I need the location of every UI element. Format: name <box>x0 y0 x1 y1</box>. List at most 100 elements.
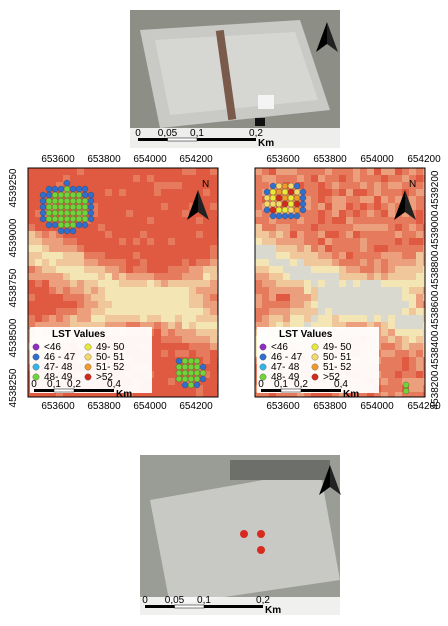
raster-cell <box>175 252 182 259</box>
y-tick-label: 4538250 <box>8 368 19 407</box>
raster-cell <box>168 364 175 371</box>
raster-cell <box>339 266 346 273</box>
raster-cell <box>339 175 346 182</box>
raster-cell <box>367 231 374 238</box>
raster-cell <box>353 266 360 273</box>
raster-cell <box>126 301 133 308</box>
raster-cell <box>49 315 56 322</box>
raster-cell <box>353 238 360 245</box>
raster-cell <box>147 252 154 259</box>
raster-cell <box>416 329 423 336</box>
raster-cell <box>325 315 332 322</box>
sample-point <box>276 183 282 189</box>
raster-cell <box>276 168 283 175</box>
raster-cell <box>332 308 339 315</box>
raster-cell <box>395 266 402 273</box>
raster-cell <box>346 315 353 322</box>
legend-swatch <box>312 344 318 350</box>
raster-cell <box>154 224 161 231</box>
raster-cell <box>105 182 112 189</box>
raster-cell <box>210 287 217 294</box>
raster-cell <box>91 308 98 315</box>
raster-cell <box>395 308 402 315</box>
raster-cell <box>91 238 98 245</box>
raster-cell <box>175 329 182 336</box>
raster-cell <box>283 252 290 259</box>
raster-cell <box>119 280 126 287</box>
raster-cell <box>332 301 339 308</box>
raster-cell <box>196 224 203 231</box>
raster-cell <box>374 315 381 322</box>
raster-cell <box>381 294 388 301</box>
raster-cell <box>360 252 367 259</box>
raster-cell <box>98 196 105 203</box>
raster-cell <box>175 196 182 203</box>
raster-cell <box>262 252 269 259</box>
raster-cell <box>168 378 175 385</box>
sample-point <box>82 216 88 222</box>
y-tick-label: 4538800 <box>430 250 441 289</box>
raster-cell <box>381 364 388 371</box>
raster-cell <box>105 203 112 210</box>
raster-cell <box>290 308 297 315</box>
raster-cell <box>147 182 154 189</box>
raster-cell <box>395 301 402 308</box>
raster-cell <box>311 203 318 210</box>
raster-cell <box>395 329 402 336</box>
raster-cell <box>175 343 182 350</box>
sample-point <box>188 358 194 364</box>
sample-point <box>76 204 82 210</box>
raster-cell <box>318 168 325 175</box>
raster-cell <box>98 231 105 238</box>
raster-cell <box>381 259 388 266</box>
raster-cell <box>154 245 161 252</box>
scale-label: 0,2 <box>294 379 308 390</box>
raster-cell <box>161 210 168 217</box>
raster-cell <box>49 294 56 301</box>
raster-cell <box>210 392 217 397</box>
raster-cell <box>112 189 119 196</box>
raster-cell <box>63 273 70 280</box>
raster-cell <box>112 168 119 175</box>
raster-cell <box>91 231 98 238</box>
raster-cell <box>196 259 203 266</box>
raster-cell <box>168 315 175 322</box>
raster-cell <box>269 287 276 294</box>
raster-cell <box>133 245 140 252</box>
raster-cell <box>339 273 346 280</box>
raster-cell <box>161 245 168 252</box>
sample-point <box>70 198 76 204</box>
raster-cell <box>154 273 161 280</box>
raster-cell <box>182 280 189 287</box>
raster-cell <box>154 357 161 364</box>
raster-cell <box>367 224 374 231</box>
raster-cell <box>126 182 133 189</box>
raster-cell <box>35 175 42 182</box>
raster-cell <box>140 252 147 259</box>
sample-point <box>88 216 94 222</box>
raster-cell <box>182 245 189 252</box>
y-tick-label: 4538400 <box>430 330 441 369</box>
raster-cell <box>140 259 147 266</box>
sample-point <box>46 222 52 228</box>
raster-cell <box>269 315 276 322</box>
sample-point <box>52 210 58 216</box>
raster-cell <box>182 273 189 280</box>
raster-cell <box>112 294 119 301</box>
raster-cell <box>290 287 297 294</box>
raster-cell <box>196 280 203 287</box>
legend-swatch <box>85 364 91 370</box>
raster-cell <box>175 336 182 343</box>
raster-cell <box>318 231 325 238</box>
raster-cell <box>210 189 217 196</box>
raster-cell <box>381 301 388 308</box>
raster-cell <box>283 273 290 280</box>
raster-cell <box>175 294 182 301</box>
raster-cell <box>360 189 367 196</box>
raster-cell <box>360 217 367 224</box>
raster-cell <box>262 280 269 287</box>
raster-cell <box>126 210 133 217</box>
raster-cell <box>182 343 189 350</box>
raster-cell <box>290 231 297 238</box>
raster-cell <box>196 301 203 308</box>
